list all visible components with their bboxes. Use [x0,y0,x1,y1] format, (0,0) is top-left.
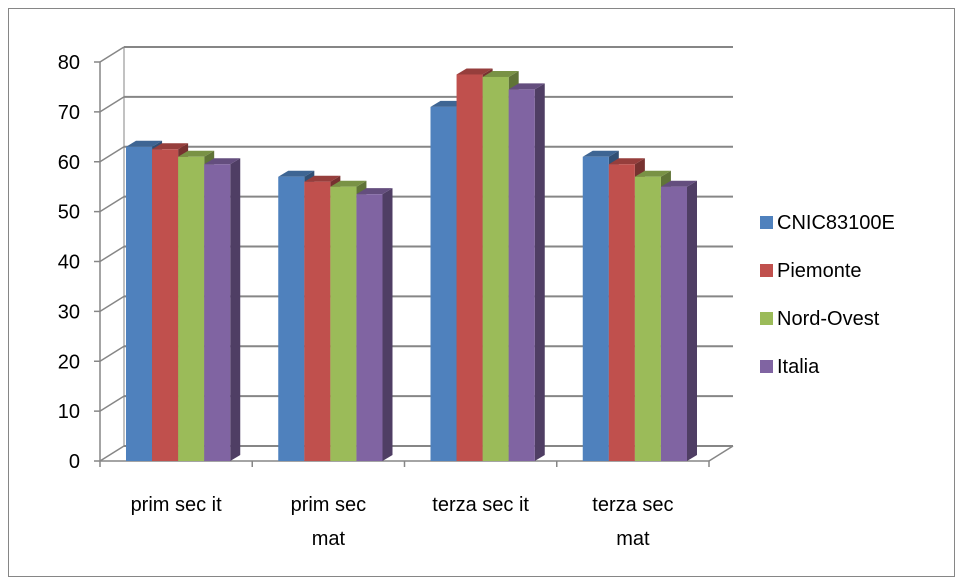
y-tick-label: 10 [58,401,80,423]
legend-label: CNIC83100E [777,212,895,234]
bar-top [126,140,163,147]
bar [152,149,179,461]
bar-side [687,180,697,461]
legend-swatch [760,312,773,325]
bar-top [608,158,645,165]
bar [608,164,635,461]
gridline-depth [99,46,125,63]
gridline-depth [99,146,125,163]
gridline-depth [99,195,125,213]
chart-border [8,8,955,577]
y-tick-label: 50 [58,202,80,224]
y-tick-label: 0 [69,451,80,473]
y-tick-label: 70 [58,102,80,124]
bar-top [278,170,315,177]
bar [304,181,331,461]
bar [430,106,457,461]
bar-side [230,158,241,461]
y-tick-label: 20 [58,351,80,373]
gridline-depth [99,295,125,313]
bar [582,156,609,461]
y-tick-label: 60 [58,152,80,174]
y-tick-label: 30 [58,301,80,323]
x-category-label: terza sec it [432,494,529,516]
bar-top [330,180,367,187]
bar-top [204,158,241,165]
y-tick-label: 40 [58,252,80,274]
bar-top [482,70,519,77]
bar-top [508,83,545,90]
bar-top [582,150,619,157]
x-category-label: prim sec it [131,494,223,516]
bar [278,176,305,461]
bar-top [660,180,697,187]
legend-label: Piemonte [777,260,862,282]
gridline-depth [99,445,125,462]
legend-swatch [760,216,773,229]
bar-top [634,170,671,177]
legend-swatch [760,360,773,373]
gridline-depth [99,395,125,412]
gridline-depth [99,96,125,113]
bar [660,186,687,461]
legend-swatch [760,264,773,277]
bar [204,164,231,461]
bar [456,74,483,461]
x-category-label: terza sec [592,494,673,516]
bar-top [152,143,189,150]
bar [330,186,357,461]
bar-top [456,68,493,75]
bar-side [534,83,545,462]
legend-label: Italia [777,356,820,378]
bar [508,89,535,462]
bar-top [178,150,215,157]
x-category-label: prim sec [291,494,367,516]
bar [126,146,153,461]
bar [178,156,205,461]
gridline-depth [99,245,125,263]
bar [482,76,509,462]
floor-edge [708,445,734,462]
x-category-label: mat [616,528,650,550]
bar-top [356,188,393,195]
bar [634,176,661,461]
bar-side [382,188,393,461]
legend-label: Nord-Ovest [777,308,880,330]
bar-top [304,175,341,182]
gridline-depth [99,345,125,362]
bar [356,194,383,461]
y-tick-label: 80 [58,52,80,74]
x-category-label: mat [312,528,346,550]
